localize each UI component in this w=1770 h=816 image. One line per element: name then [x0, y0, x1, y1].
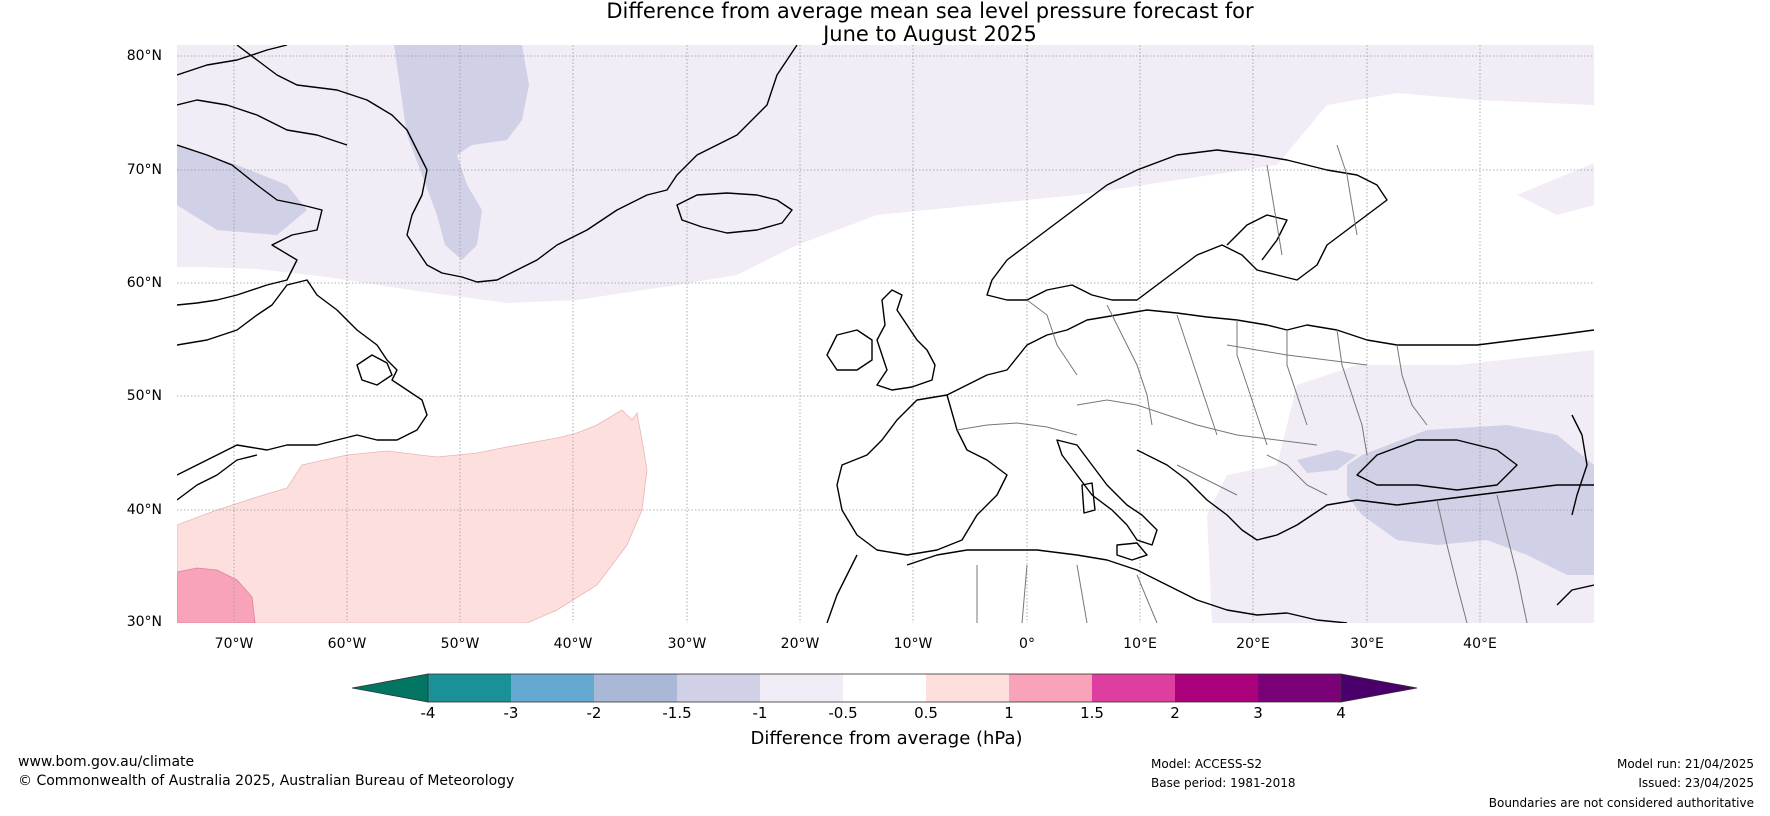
lon-label-60w: 60°W [327, 636, 367, 652]
great-britain-coast [876, 289, 936, 391]
colorbar-segment [511, 674, 594, 702]
arctic-islands-coast [177, 45, 348, 146]
colorbar-tick: 1.5 [1080, 704, 1104, 722]
newfoundland-coast [356, 354, 393, 386]
lon-label-20w: 20°W [780, 636, 820, 652]
issued-text: Issued: 23/04/2025 [1638, 776, 1754, 790]
anomaly-region-blacksea-negative15 [1347, 425, 1594, 575]
lon-label-50w: 50°W [440, 636, 480, 652]
chart-title-line1: Difference from average mean sea level p… [606, 0, 1254, 23]
colorbar-segment [677, 674, 760, 702]
anomaly-region-atlantic-positive-strong [177, 567, 256, 623]
colorbar-tick: 1 [1004, 704, 1014, 722]
lat-label-70n: 70°N [126, 162, 162, 178]
graticule [177, 45, 1594, 623]
lon-label-10w: 10°W [893, 636, 933, 652]
anomaly-region-north-negative [177, 45, 1594, 303]
lon-label-30e: 30°E [1350, 636, 1384, 652]
coastlines [177, 45, 1594, 623]
north-africa-coast [906, 549, 1348, 623]
anomaly-region-greenland-negative15 [394, 45, 529, 260]
colorbar-segment [594, 674, 677, 702]
black-sea-coast [1356, 439, 1518, 491]
lon-label-20e: 20°E [1236, 636, 1270, 652]
map-svg [177, 45, 1594, 623]
west-africa-coast [826, 554, 858, 623]
chart-title: Difference from average mean sea level p… [0, 0, 1770, 46]
colorbar-segment [1175, 674, 1258, 702]
colorbar-tick: 4 [1336, 704, 1346, 722]
ireland-coast [826, 329, 873, 371]
lat-label-80n: 80°N [126, 48, 162, 64]
sardinia-coast [1081, 482, 1096, 514]
copyright-text: © Commonwealth of Australia 2025, Austra… [18, 773, 515, 789]
balkans-coast [1136, 449, 1594, 541]
lat-label-50n: 50°N [126, 388, 162, 404]
baffin-coast [177, 144, 323, 306]
colorbar-over-arrow [1340, 673, 1418, 703]
iberia-coast [836, 394, 1008, 556]
colorbar-tick: 0.5 [914, 704, 938, 722]
lon-label-0: 0° [1019, 636, 1035, 652]
iceland-coast [676, 192, 793, 234]
anomaly-region-northeast-negative [1517, 163, 1594, 215]
colorbar-tick: -0.5 [828, 704, 858, 722]
anomaly-region-labrador-negative15 [177, 145, 307, 235]
colorbar-tick: -4 [420, 704, 436, 722]
colorbar-outline [427, 673, 1342, 703]
finland-coast [1226, 214, 1288, 261]
caspian-coast [1556, 414, 1594, 606]
europe-coast [946, 309, 1594, 396]
colorbar-tick: -3 [503, 704, 519, 722]
colorbar-tick: -1.5 [662, 704, 692, 722]
lon-label-40w: 40°W [553, 636, 593, 652]
website-link[interactable]: www.bom.gov.au/climate [18, 754, 195, 770]
base-period-text: Base period: 1981-2018 [1151, 776, 1296, 790]
lat-label-40n: 40°N [126, 502, 162, 518]
colorbar-segment [843, 674, 926, 702]
scandinavia-coast [986, 149, 1388, 301]
anomaly-shading [177, 45, 1594, 623]
italy-coast [1056, 439, 1158, 546]
colorbar-under-arrow [351, 673, 429, 703]
colorbar-segment [760, 674, 843, 702]
disclaimer-text: Boundaries are not considered authoritat… [1488, 796, 1754, 810]
colorbar-label: Difference from average (hPa) [750, 728, 1023, 749]
colorbar-segment [428, 674, 511, 702]
lat-label-60n: 60°N [126, 275, 162, 291]
anomaly-region-balkan-negative15 [1297, 450, 1357, 473]
lon-label-10e: 10°E [1123, 636, 1157, 652]
colorbar [350, 672, 1420, 704]
political-borders [956, 144, 1528, 623]
lat-label-30n: 30°N [126, 614, 162, 630]
lon-label-70w: 70°W [214, 636, 254, 652]
greenland-coast [236, 45, 798, 283]
colorbar-tick: -2 [586, 704, 602, 722]
colorbar-tick: 3 [1253, 704, 1263, 722]
colorbar-svg [351, 673, 1418, 703]
lon-label-40e: 40°E [1463, 636, 1497, 652]
model-text: Model: ACCESS-S2 [1151, 757, 1263, 771]
colorbar-segment [926, 674, 1009, 702]
colorbar-segment [1009, 674, 1092, 702]
anomaly-region-atlantic-positive [177, 409, 648, 623]
sicily-coast [1116, 542, 1148, 561]
colorbar-tick: 2 [1170, 704, 1180, 722]
chart-title-line2: June to August 2025 [823, 22, 1037, 46]
north-america-coast [177, 279, 428, 476]
lon-label-30w: 30°W [667, 636, 707, 652]
colorbar-segment [1092, 674, 1175, 702]
model-run-text: Model run: 21/04/2025 [1616, 757, 1754, 771]
colorbar-segment [1258, 674, 1341, 702]
gulf-coast [177, 454, 258, 501]
colorbar-tick: -1 [752, 704, 768, 722]
pressure-anomaly-map [177, 45, 1594, 623]
